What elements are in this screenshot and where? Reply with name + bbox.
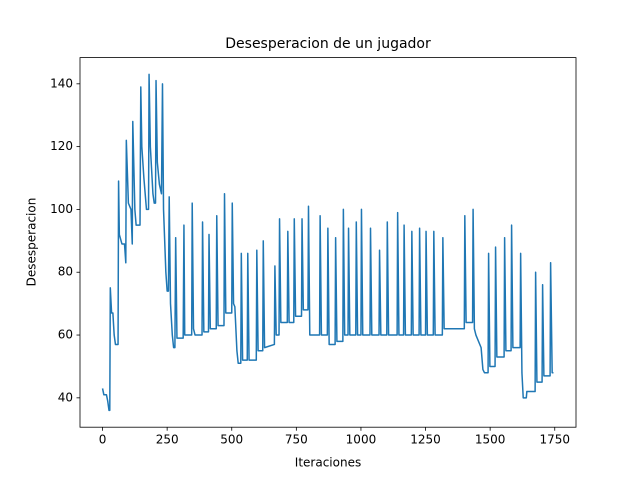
x-tick-label: 1500 [475, 433, 506, 447]
x-tick-label: 250 [156, 433, 179, 447]
axes-frame [79, 57, 577, 428]
y-tick-label: 120 [50, 139, 73, 153]
x-tick-label: 500 [220, 433, 243, 447]
x-tick-label: 1750 [539, 433, 570, 447]
y-tick-label: 60 [58, 328, 73, 342]
y-axis-label: Desesperacion [25, 198, 39, 287]
chart-title: Desesperacion de un jugador [225, 36, 431, 52]
y-tick-label: 140 [50, 76, 73, 90]
y-tick-label: 40 [58, 390, 73, 404]
x-tick-label: 1250 [410, 433, 441, 447]
x-tick-label: 0 [99, 433, 107, 447]
x-tick-label: 750 [285, 433, 308, 447]
y-tick-label: 100 [50, 202, 73, 216]
data-line [101, 73, 554, 412]
y-tick-label: 80 [58, 265, 73, 279]
x-axis-label: Iteraciones [295, 456, 361, 470]
x-tick-label: 1000 [346, 433, 377, 447]
